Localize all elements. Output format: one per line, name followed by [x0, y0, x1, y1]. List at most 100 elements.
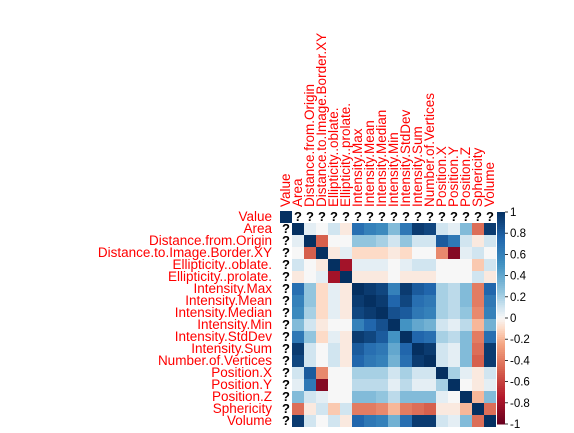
heatmap-cell: [364, 331, 376, 343]
heatmap-cell: [472, 367, 484, 379]
heatmap-cell: [340, 271, 352, 283]
heatmap-cell: [304, 223, 316, 235]
heatmap-cell: [340, 235, 352, 247]
heatmap-cell: [304, 379, 316, 391]
colorbar-segment: [497, 324, 505, 327]
colorbar-segment: [497, 392, 505, 395]
heatmap-cell: [364, 259, 376, 271]
heatmap-cell: [352, 247, 364, 259]
heatmap-cell: [424, 295, 436, 307]
heatmap-cell: [424, 319, 436, 331]
heatmap-cell: [460, 295, 472, 307]
column-label: Number.of.Vertices: [422, 93, 437, 207]
heatmap-cell: [460, 379, 472, 391]
heatmap-cell: [364, 415, 376, 427]
row-label: Position.X: [211, 365, 272, 380]
colorbar-segment: [497, 239, 505, 243]
heatmap-cell: [352, 403, 364, 415]
heatmap-cell: [316, 343, 328, 355]
row-labels: ValueAreaDistance.from.OriginDistance.to…: [98, 209, 273, 428]
heatmap-cell: [316, 403, 328, 415]
colorbar-segment: [497, 265, 505, 268]
colorbar-segment: [497, 351, 505, 355]
heatmap-cell: [436, 415, 448, 427]
colorbar-segment: [497, 400, 505, 404]
heatmap-cell: [448, 319, 460, 331]
heatmap-cell: [436, 331, 448, 343]
colorbar-segment: [497, 256, 505, 260]
colorbar-segment: [497, 303, 505, 306]
heatmap-cell: [304, 259, 316, 271]
na-mark: ?: [282, 233, 290, 248]
na-mark: ?: [342, 209, 350, 224]
colorbar-segment: [497, 222, 505, 226]
heatmap-cell: [460, 283, 472, 295]
column-label: Intensity.StdDev: [398, 109, 413, 207]
heatmap-cell: [484, 391, 496, 403]
na-marks: ??????????????????????????????????: [282, 209, 494, 428]
heatmap-cell: [424, 247, 436, 259]
heatmap-cell: [316, 235, 328, 247]
heatmap-cell: [484, 319, 496, 331]
colorbar: 1 0.8 0.6 0.4 0.2 0 -0.2 -0.4 -0.6 -0.8 -1: [497, 207, 530, 431]
heatmap-cell: [448, 271, 460, 283]
colorbar-segment: [497, 343, 505, 347]
colorbar-segment: [497, 377, 505, 380]
colorbar-segment: [497, 243, 505, 247]
column-label: Intensity.Max: [350, 128, 365, 207]
heatmap-cell: [484, 367, 496, 379]
na-mark: ?: [282, 401, 290, 416]
heatmap-cell: [304, 271, 316, 283]
colorbar-segment: [497, 356, 505, 359]
colorbar-segment: [497, 262, 505, 266]
na-mark: ?: [486, 209, 494, 224]
heatmap-cell: [340, 223, 352, 235]
colorbar-segment: [497, 320, 505, 323]
heatmap-cell: [448, 391, 460, 403]
heatmap-cell: [472, 283, 484, 295]
na-mark: ?: [282, 293, 290, 308]
heatmap-cell: [316, 271, 328, 283]
colorbar-segment: [497, 330, 505, 334]
heatmap-cell: [460, 271, 472, 283]
heatmap-cell: [364, 307, 376, 319]
column-label: Value: [278, 173, 293, 207]
heatmap-cell: [412, 355, 424, 367]
heatmap-cell: [340, 307, 352, 319]
heatmap-cell: [484, 259, 496, 271]
heatmap-cell: [400, 259, 412, 271]
heatmap-cell: [328, 259, 340, 271]
heatmap-cell: [424, 415, 436, 427]
heatmap-cell: [376, 295, 388, 307]
heatmap-cell: [460, 319, 472, 331]
heatmap-cell: [400, 223, 412, 235]
heatmap-cell: [352, 283, 364, 295]
colorbar-segment: [497, 275, 505, 279]
heatmap-cell: [292, 259, 304, 271]
heatmap-cell: [304, 307, 316, 319]
heatmap-cell: [472, 271, 484, 283]
heatmap-cell: [340, 379, 352, 391]
heatmap-cell: [436, 307, 448, 319]
heatmap-cell: [364, 319, 376, 331]
colorbar-tick-label: -0.2: [510, 334, 530, 346]
heatmap-cell: [436, 403, 448, 415]
column-label: Ellipticity..oblate.: [326, 107, 341, 207]
row-label: Number.of.Vertices: [158, 353, 272, 368]
heatmap-cell: [352, 295, 364, 307]
colorbar-segment: [497, 396, 505, 400]
colorbar-segment: [497, 288, 505, 291]
heatmap-cell: [412, 403, 424, 415]
heatmap-cell: [484, 355, 496, 367]
column-label: Intensity.Sum: [410, 126, 425, 207]
heatmap-cell: [352, 331, 364, 343]
row-label: Distance.to.Image.Border.XY: [98, 245, 272, 260]
colorbar-segment: [497, 415, 505, 419]
heatmap-cell: [448, 355, 460, 367]
heatmap-cell: [448, 379, 460, 391]
heatmap-cell: [388, 379, 400, 391]
heatmap-cell: [460, 343, 472, 355]
heatmap-cell: [436, 259, 448, 271]
heatmap-cell: [388, 319, 400, 331]
colorbar-segment: [497, 354, 505, 357]
